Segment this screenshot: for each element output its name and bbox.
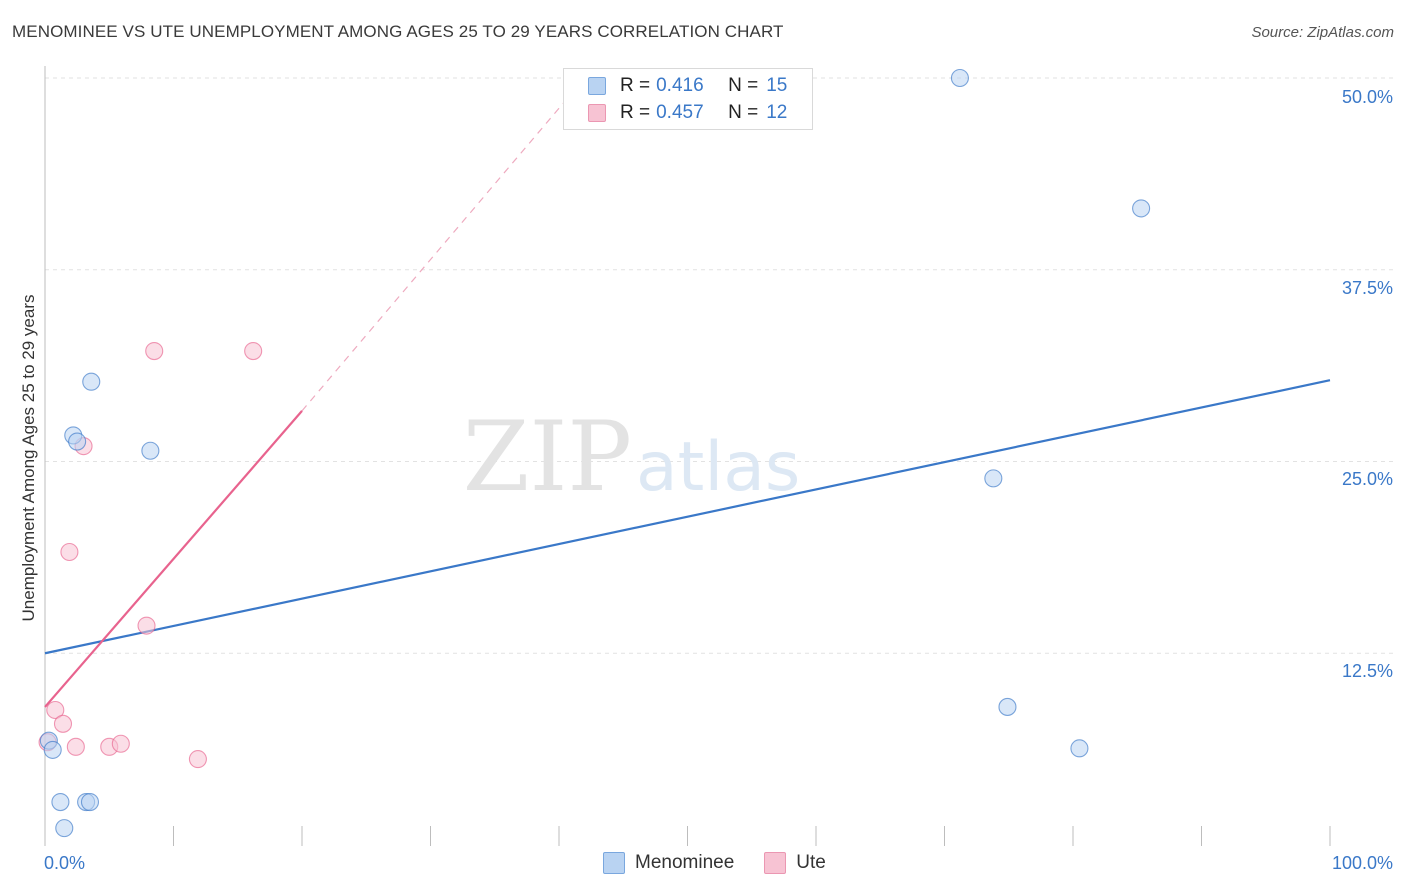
ute-point-1: [46, 700, 65, 720]
ute-n-value: 12: [766, 102, 788, 123]
menominee-point-9: [141, 441, 160, 460]
ute-trendline: [44, 410, 303, 708]
ute-point-9: [145, 342, 164, 361]
chart-title: MENOMINEE VS UTE UNEMPLOYMENT AMONG AGES…: [12, 22, 784, 41]
menominee-point-8: [82, 372, 101, 391]
ute-swatch: [588, 104, 606, 122]
watermark-atlas: atlas: [636, 428, 800, 507]
menominee-legend-label: Menominee: [635, 852, 735, 873]
data-points: [38, 68, 1151, 838]
ute-point-8: [137, 616, 156, 635]
stats-legend: R = 0.416 N = 15 R = 0.457 N = 12: [563, 68, 813, 130]
ute-point-7: [111, 734, 130, 753]
ute-legend-label: Ute: [796, 852, 826, 873]
ute-point-10: [188, 750, 207, 769]
menominee-legend-swatch: [603, 852, 625, 874]
menominee-point-2: [51, 792, 70, 812]
series-legend: Menominee Ute: [603, 852, 856, 874]
ute-point-3: [60, 542, 79, 562]
n-label: N =: [728, 102, 759, 123]
gridlines: [45, 77, 1393, 654]
r-label: R =: [620, 102, 651, 123]
ute-legend-swatch: [764, 852, 787, 874]
menominee-n-value: 15: [766, 75, 788, 96]
n-label: N =: [728, 75, 759, 96]
menominee-r-value: 0.416: [656, 75, 704, 96]
menominee-point-14: [1132, 199, 1151, 218]
menominee-swatch: [588, 77, 606, 95]
legend-item-ute: Ute: [764, 852, 826, 874]
menominee-point-12: [998, 697, 1017, 716]
legend-row-menominee: R = 0.416 N = 15: [588, 74, 838, 98]
ute-r-value: 0.457: [656, 102, 704, 123]
ute-trendline-extension: [301, 77, 586, 412]
y-tick-12-5: 12.5%: [1341, 661, 1393, 681]
watermark-zip: ZIP: [463, 401, 632, 513]
axes: [44, 66, 1331, 846]
y-axis-label: Unemployment Among Ages 25 to 29 years: [19, 294, 38, 622]
source-credit: Source: ZipAtlas.com: [1251, 24, 1394, 41]
legend-row-ute: R = 0.457 N = 12: [588, 101, 838, 125]
ute-point-11: [244, 342, 263, 361]
y-tick-25: 25.0%: [1341, 469, 1393, 489]
menominee-point-7: [80, 792, 100, 812]
x-tick-100: 100.0%: [1331, 853, 1393, 873]
menominee-point-13: [1070, 739, 1089, 758]
menominee-point-1: [43, 740, 62, 759]
menominee-point-11: [984, 469, 1003, 488]
r-label: R =: [620, 75, 651, 96]
x-tick-0: 0.0%: [44, 853, 86, 873]
menominee-trendline: [44, 379, 1331, 655]
ute-point-2: [53, 714, 73, 733]
y-tick-50: 50.0%: [1341, 87, 1393, 107]
menominee-point-10: [950, 68, 969, 88]
menominee-point-3: [55, 819, 74, 838]
trendlines: [44, 77, 1331, 708]
y-tick-37-5: 37.5%: [1341, 278, 1393, 298]
legend-item-menominee: Menominee: [603, 852, 734, 874]
menominee-point-5: [68, 432, 87, 451]
watermark: ZIP atlas: [463, 401, 801, 513]
ute-point-4: [66, 737, 85, 756]
